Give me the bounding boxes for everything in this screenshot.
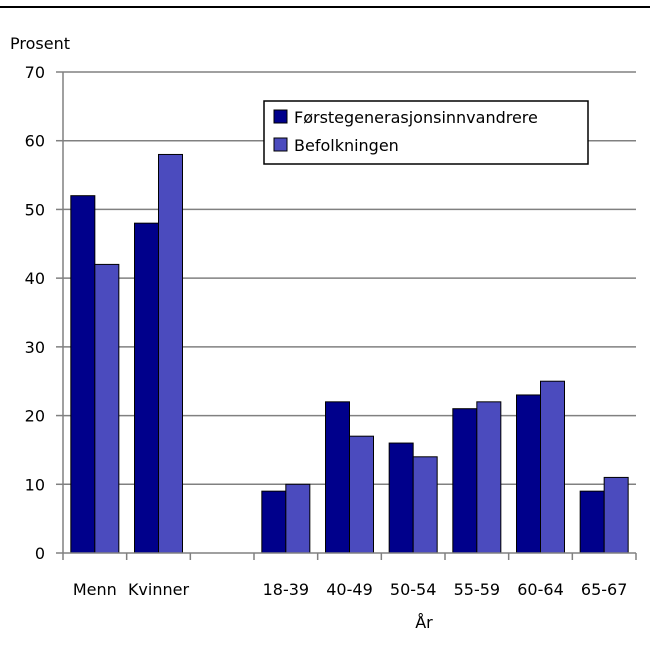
- bar: [476, 401, 502, 554]
- y-axis-title: Prosent: [10, 34, 70, 53]
- y-tick-label: 70: [25, 63, 45, 82]
- bar: [412, 456, 438, 554]
- bar: [94, 263, 120, 554]
- bar: [285, 483, 311, 554]
- x-tick-label: Kvinner: [128, 580, 190, 599]
- bars: [70, 153, 629, 554]
- bar: [261, 490, 287, 554]
- legend-label: Befolkningen: [294, 136, 399, 155]
- y-tick-labels: 0 10 20 30 40 50 60 70: [25, 63, 45, 563]
- x-tick-label: Menn: [73, 580, 117, 599]
- y-tick-label: 40: [25, 269, 45, 288]
- y-tick-label: 50: [25, 200, 45, 219]
- bar: [349, 435, 374, 554]
- bar: [158, 153, 183, 554]
- legend-box: [263, 100, 589, 165]
- legend: Førstegenerasjonsinnvandrere Befolkningen: [263, 100, 589, 165]
- bar: [134, 222, 159, 554]
- x-tick-label: 60-64: [517, 580, 564, 599]
- x-tick-label: 55-59: [454, 580, 501, 599]
- x-axis-title: År: [415, 613, 433, 632]
- y-tick-label: 30: [25, 338, 45, 357]
- bar: [540, 380, 565, 554]
- bar: [70, 195, 96, 554]
- bar: [516, 394, 541, 554]
- x-tick-label: 50-54: [390, 580, 437, 599]
- y-tick-label: 0: [35, 544, 45, 563]
- y-tick-label: 20: [25, 407, 45, 426]
- legend-label: Førstegenerasjonsinnvandrere: [294, 108, 538, 127]
- bar: [452, 408, 478, 554]
- bar: [388, 442, 414, 554]
- x-tick-labels: Menn Kvinner 18-39 40-49 50-54 55-59 60-64 65-6…: [73, 580, 628, 599]
- bar: [325, 401, 350, 554]
- x-tick-label: 65-67: [581, 580, 628, 599]
- x-tick-label: 40-49: [326, 580, 373, 599]
- y-tick-label: 60: [25, 132, 45, 151]
- y-tick-label: 10: [25, 475, 45, 494]
- bar: [579, 490, 605, 554]
- legend-swatch: [273, 137, 288, 152]
- x-tick-label: 18-39: [263, 580, 310, 599]
- legend-swatch: [273, 109, 288, 124]
- axes: [62, 72, 637, 560]
- bar: [603, 476, 629, 554]
